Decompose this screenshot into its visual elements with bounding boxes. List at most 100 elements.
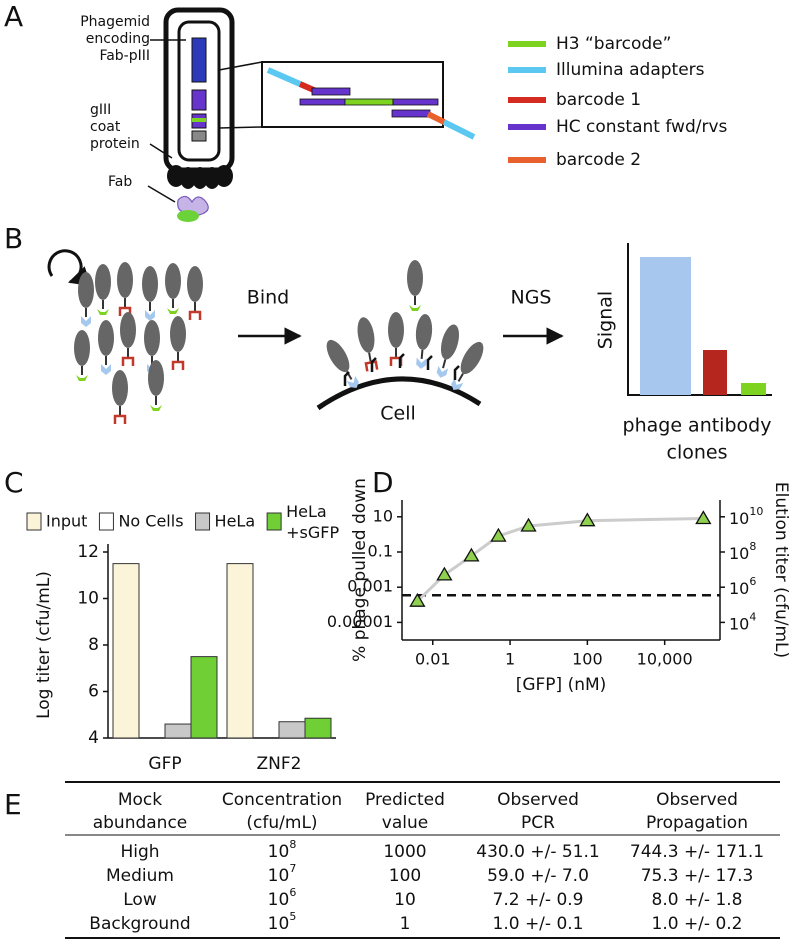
phage — [142, 266, 158, 321]
cell: 107 — [268, 862, 297, 886]
phage-tip — [171, 360, 185, 370]
phage — [148, 360, 164, 411]
phage-body — [148, 360, 164, 396]
phage-tip — [113, 414, 127, 424]
zoom-line — [218, 61, 263, 71]
legend-label: barcode 2 — [556, 150, 641, 170]
step-label: Bind — [247, 287, 289, 309]
phage — [326, 339, 359, 389]
phage-tip — [97, 309, 109, 315]
cell: 100 — [389, 866, 421, 886]
header-cell: Mock — [118, 790, 162, 810]
phage-body — [144, 320, 160, 356]
barcode-2 — [426, 111, 446, 125]
phage-stalk — [420, 349, 424, 359]
tick-base: 10 — [729, 543, 749, 562]
cell: 105 — [268, 910, 297, 934]
panel-b: Bind NGS Cell Signal phage antibody clon… — [47, 243, 772, 464]
phage-tip — [121, 356, 135, 366]
tick-base: 10 — [729, 614, 749, 633]
phage-tip — [436, 365, 449, 378]
phage-body — [440, 324, 460, 360]
panel-label: A — [4, 0, 23, 33]
phage-body — [460, 341, 484, 375]
phage-body — [415, 314, 433, 350]
panel-label: E — [4, 788, 22, 821]
legend-swatch — [26, 512, 42, 531]
phage-stalk — [457, 373, 464, 382]
y2-tick-label: 1010 — [729, 505, 763, 528]
cell-base: 10 — [268, 842, 290, 862]
phage — [78, 272, 94, 327]
cell: 1.0 +/- 0.1 — [493, 914, 584, 934]
legend-label: HeLa — [215, 512, 256, 531]
fit-line — [416, 517, 704, 603]
label: Fab — [108, 174, 132, 190]
phage — [117, 262, 133, 316]
cell: 1.0 +/- 0.2 — [652, 914, 743, 934]
tick-exponent: 8 — [749, 540, 756, 553]
x-tick-label: ZNF2 — [257, 754, 302, 774]
phage-body — [165, 263, 181, 299]
legend-swatch — [195, 512, 211, 531]
hc-segment — [392, 98, 439, 106]
cell: 108 — [268, 838, 297, 862]
header-cell: Propagation — [646, 813, 748, 833]
signal-bar — [640, 257, 691, 395]
point — [409, 592, 426, 607]
y-tick-label: 8 — [88, 635, 99, 655]
cell-label: Cell — [380, 403, 416, 425]
phage-body — [98, 320, 114, 356]
point — [463, 547, 480, 562]
phage-tip — [101, 364, 111, 375]
leader — [147, 185, 176, 203]
adapter — [442, 119, 476, 140]
giii-block — [191, 130, 207, 142]
hc-block — [191, 89, 207, 111]
phage-tip — [167, 308, 179, 314]
label: protein — [90, 136, 140, 152]
signal-bar — [741, 383, 766, 395]
phage-tip — [81, 316, 91, 327]
legend-label: HC constant fwd/rvs — [556, 117, 728, 137]
axis-label: Elution titer (cfu/mL) — [771, 482, 791, 658]
phage-body — [117, 262, 133, 298]
phage-body — [187, 266, 203, 302]
phage-tip — [145, 310, 155, 321]
h3-block — [192, 118, 206, 122]
y-tick-label: 6 — [88, 682, 99, 702]
tick-exponent: 10 — [749, 505, 763, 518]
phage-tip — [416, 357, 427, 369]
x-tick-label: GFP — [148, 754, 181, 774]
cell-exponent: 5 — [289, 910, 296, 923]
fab-heads — [167, 165, 233, 189]
legend-label: No Cells — [118, 512, 183, 531]
phage — [170, 316, 186, 370]
bar — [190, 656, 218, 739]
cell: Background — [89, 914, 190, 934]
y-tick-label: 0.001 — [347, 577, 393, 596]
axis-label: clones — [667, 442, 728, 464]
receptor — [370, 357, 377, 372]
x-tick-label: 1 — [505, 650, 515, 669]
legend-line: HeLa — [286, 502, 327, 521]
phage-stalk — [368, 352, 372, 362]
cell-base: 10 — [268, 866, 290, 886]
label: encoding — [86, 31, 150, 47]
legend-label: HeLa +sGFP — [286, 502, 339, 542]
axis-label: Signal — [595, 291, 617, 349]
phage-body — [407, 260, 423, 296]
bar — [304, 717, 332, 739]
phage-tip — [346, 376, 359, 389]
cell-membrane — [316, 376, 482, 411]
cell: 1000 — [383, 842, 426, 862]
point — [695, 510, 712, 525]
cell: Medium — [106, 866, 174, 886]
receptor — [398, 353, 405, 368]
axis-label: [GFP] (nM) — [516, 675, 607, 695]
y-tick-label: 0.1 — [368, 541, 393, 560]
phage — [98, 320, 114, 375]
cell: 8.0 +/- 1.8 — [652, 890, 743, 910]
phage-tip — [118, 306, 132, 316]
